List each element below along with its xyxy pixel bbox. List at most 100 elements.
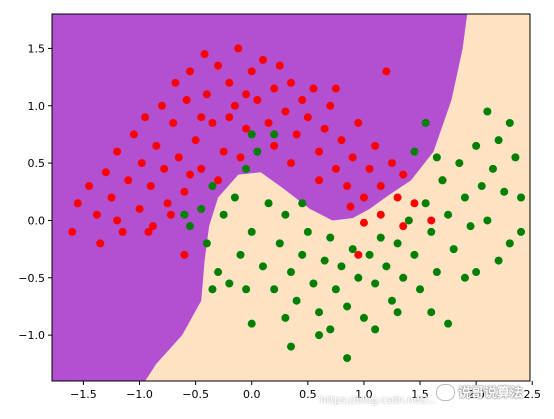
data-point-class-0 — [166, 210, 175, 219]
data-point-class-1 — [421, 118, 430, 127]
data-point-class-0 — [427, 216, 436, 225]
data-point-class-0 — [148, 222, 157, 231]
data-point-class-1 — [298, 250, 307, 259]
data-point-class-0 — [141, 113, 150, 122]
data-point-class-1 — [270, 130, 279, 139]
data-point-class-0 — [242, 90, 251, 99]
data-point-class-1 — [432, 268, 441, 277]
data-point-class-1 — [287, 268, 295, 277]
data-point-class-1 — [494, 256, 503, 265]
data-point-class-0 — [92, 210, 101, 219]
data-point-class-1 — [393, 308, 402, 317]
x-tick-label: −0.5 — [182, 388, 209, 401]
data-point-class-0 — [275, 61, 284, 70]
data-point-class-1 — [511, 153, 520, 162]
data-point-class-0 — [180, 250, 189, 259]
x-axis: −1.5 −1.0 −0.5 0.0 0.5 1.0 1.5 2.0 2.5 — [70, 381, 541, 401]
data-point-class-0 — [96, 239, 105, 248]
data-point-class-0 — [253, 96, 262, 105]
y-tick-label: 0.0 — [28, 214, 46, 227]
data-point-class-1 — [326, 233, 335, 242]
data-point-class-0 — [113, 147, 122, 156]
data-point-class-1 — [337, 262, 346, 271]
data-point-class-1 — [309, 279, 318, 288]
data-point-class-1 — [376, 233, 385, 242]
x-tick-label: −1.0 — [126, 388, 153, 401]
plot-frame — [51, 13, 531, 382]
data-point-class-1 — [404, 216, 413, 225]
x-tick-label: 1.5 — [411, 388, 429, 401]
data-point-class-1 — [242, 164, 251, 173]
data-point-class-1 — [214, 268, 223, 277]
data-point-class-1 — [460, 273, 469, 282]
data-point-class-0 — [270, 84, 279, 93]
data-point-class-1 — [281, 210, 290, 219]
data-point-class-0 — [354, 250, 363, 259]
data-point-class-1 — [315, 331, 324, 340]
data-point-class-0 — [180, 187, 189, 196]
x-tick-label: −1.5 — [70, 388, 97, 401]
data-points — [68, 44, 526, 363]
data-point-class-1 — [258, 262, 267, 271]
data-point-class-0 — [315, 176, 324, 185]
data-point-class-1 — [264, 199, 273, 208]
data-point-class-1 — [343, 354, 352, 363]
data-point-class-1 — [432, 153, 441, 162]
data-point-class-0 — [234, 44, 243, 53]
y-tick-label: 1.0 — [28, 100, 46, 113]
data-point-class-1 — [449, 245, 458, 254]
data-point-class-1 — [180, 210, 189, 219]
data-point-class-0 — [359, 193, 368, 202]
data-point-class-0 — [292, 130, 301, 139]
data-point-class-1 — [393, 239, 402, 248]
data-point-class-0 — [225, 113, 234, 122]
data-point-class-0 — [160, 164, 169, 173]
data-point-class-0 — [376, 210, 385, 219]
data-point-class-1 — [197, 204, 206, 213]
data-point-class-0 — [85, 182, 94, 191]
data-point-class-0 — [157, 101, 166, 110]
data-point-class-1 — [219, 210, 228, 219]
data-point-class-1 — [410, 147, 419, 156]
watermark-logo-icon — [436, 384, 455, 401]
data-point-class-0 — [331, 84, 340, 93]
data-point-class-0 — [169, 118, 178, 127]
data-point-class-0 — [346, 202, 355, 211]
data-point-class-1 — [460, 193, 469, 202]
data-point-class-1 — [287, 342, 295, 351]
data-point-class-1 — [303, 227, 312, 236]
data-point-class-0 — [410, 199, 419, 208]
data-point-class-0 — [230, 101, 239, 110]
data-point-class-0 — [219, 147, 228, 156]
data-point-class-1 — [427, 227, 436, 236]
data-point-class-0 — [118, 227, 127, 236]
data-point-class-1 — [326, 325, 335, 334]
y-tick-label: 0.5 — [28, 157, 46, 170]
data-point-class-0 — [107, 193, 116, 202]
data-point-class-1 — [365, 250, 374, 259]
x-tick-label: 2.5 — [523, 388, 541, 401]
data-point-class-0 — [303, 113, 312, 122]
data-point-class-1 — [186, 222, 195, 231]
data-point-class-0 — [247, 67, 256, 76]
data-point-class-0 — [399, 170, 408, 179]
data-point-class-0 — [146, 182, 155, 191]
data-point-class-1 — [275, 239, 284, 248]
data-point-class-1 — [382, 262, 391, 271]
data-point-class-0 — [258, 55, 267, 64]
decision-region-class-0 — [52, 14, 468, 381]
data-point-class-0 — [186, 67, 195, 76]
data-point-class-1 — [208, 182, 217, 191]
x-tick-label: 0.0 — [243, 388, 261, 401]
data-point-class-0 — [298, 96, 307, 105]
data-point-class-1 — [354, 273, 363, 282]
data-point-class-1 — [208, 285, 217, 294]
data-point-class-0 — [137, 159, 146, 168]
data-point-class-0 — [326, 101, 335, 110]
data-point-class-1 — [247, 130, 256, 139]
data-point-class-0 — [214, 176, 223, 185]
data-point-class-0 — [197, 113, 206, 122]
data-point-class-1 — [477, 182, 486, 191]
data-point-class-1 — [483, 216, 492, 225]
